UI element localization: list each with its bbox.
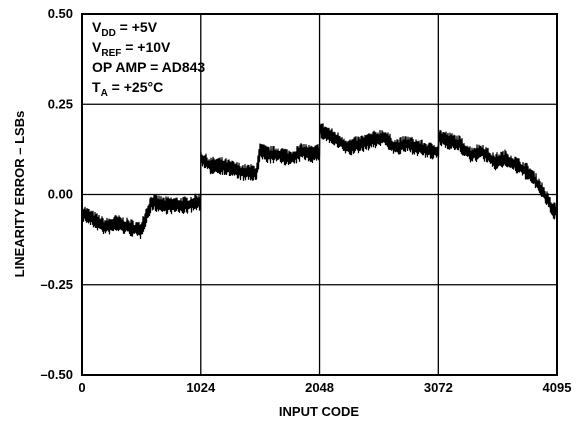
x-axis-label: INPUT CODE (279, 404, 360, 419)
series-layer (82, 123, 558, 240)
plot-frame (81, 13, 558, 376)
annotation-line: TA = +25°C (92, 79, 163, 99)
x-tick-label: 1024 (186, 380, 216, 395)
y-tick-labels: 0.50 0.25 0.00 –0.25 –0.50 (40, 6, 73, 382)
y-tick-label: 0.50 (48, 6, 73, 21)
annotation-line: OP AMP = AD843 (92, 59, 205, 75)
x-tick-label: 0 (78, 380, 85, 395)
annotation-line: VDD = +5V (92, 19, 158, 39)
x-tick-labels: 0 1024 2048 3072 4095 (78, 380, 571, 395)
annotation-line: VREF = +10V (92, 39, 171, 59)
y-tick-label: –0.50 (40, 367, 73, 382)
linearity-error-trace (82, 123, 558, 240)
y-tick-label: 0.00 (48, 187, 73, 202)
x-tick-label: 2048 (305, 380, 334, 395)
y-axis-label: LINEARITY ERROR – LSBs (12, 111, 27, 278)
y-tick-label: 0.25 (48, 96, 73, 111)
y-tick-label: –0.25 (40, 277, 73, 292)
x-tick-label: 3072 (424, 380, 453, 395)
grid-lines (82, 14, 557, 375)
x-tick-label: 4095 (543, 380, 572, 395)
